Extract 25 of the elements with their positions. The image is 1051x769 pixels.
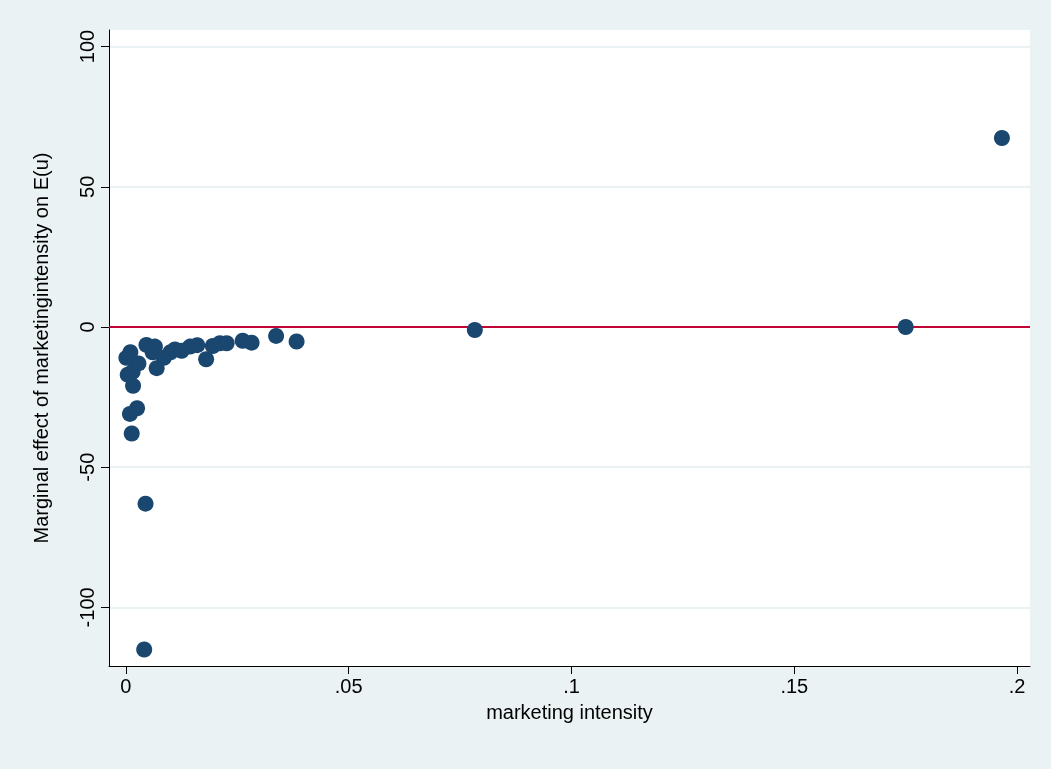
x-axis-title: marketing intensity: [486, 701, 653, 723]
point: [993, 129, 1010, 146]
y-tick-label: -50: [76, 452, 98, 482]
x-tick-label: .2: [1008, 675, 1026, 697]
point: [137, 495, 154, 512]
point: [243, 334, 260, 351]
point: [897, 318, 914, 335]
point: [198, 351, 215, 368]
y-tick-label: 0: [76, 321, 98, 333]
y-tick-label: 50: [76, 175, 98, 198]
y-tick-label: 100: [76, 29, 98, 64]
point: [466, 322, 483, 339]
point: [288, 333, 305, 350]
x-tick-label: .15: [780, 675, 809, 697]
point: [123, 425, 140, 442]
point: [136, 641, 153, 658]
x-tick-label: .05: [334, 675, 363, 697]
x-tick-label: .1: [563, 675, 580, 697]
y-axis-title: Marginal effect of marketingintensity on E(u): [30, 152, 52, 544]
x-tick-label: 0: [120, 675, 132, 697]
point: [129, 400, 146, 417]
point: [125, 377, 142, 394]
point: [130, 355, 147, 372]
point: [268, 327, 285, 344]
y-tick-label: -100: [76, 587, 98, 628]
